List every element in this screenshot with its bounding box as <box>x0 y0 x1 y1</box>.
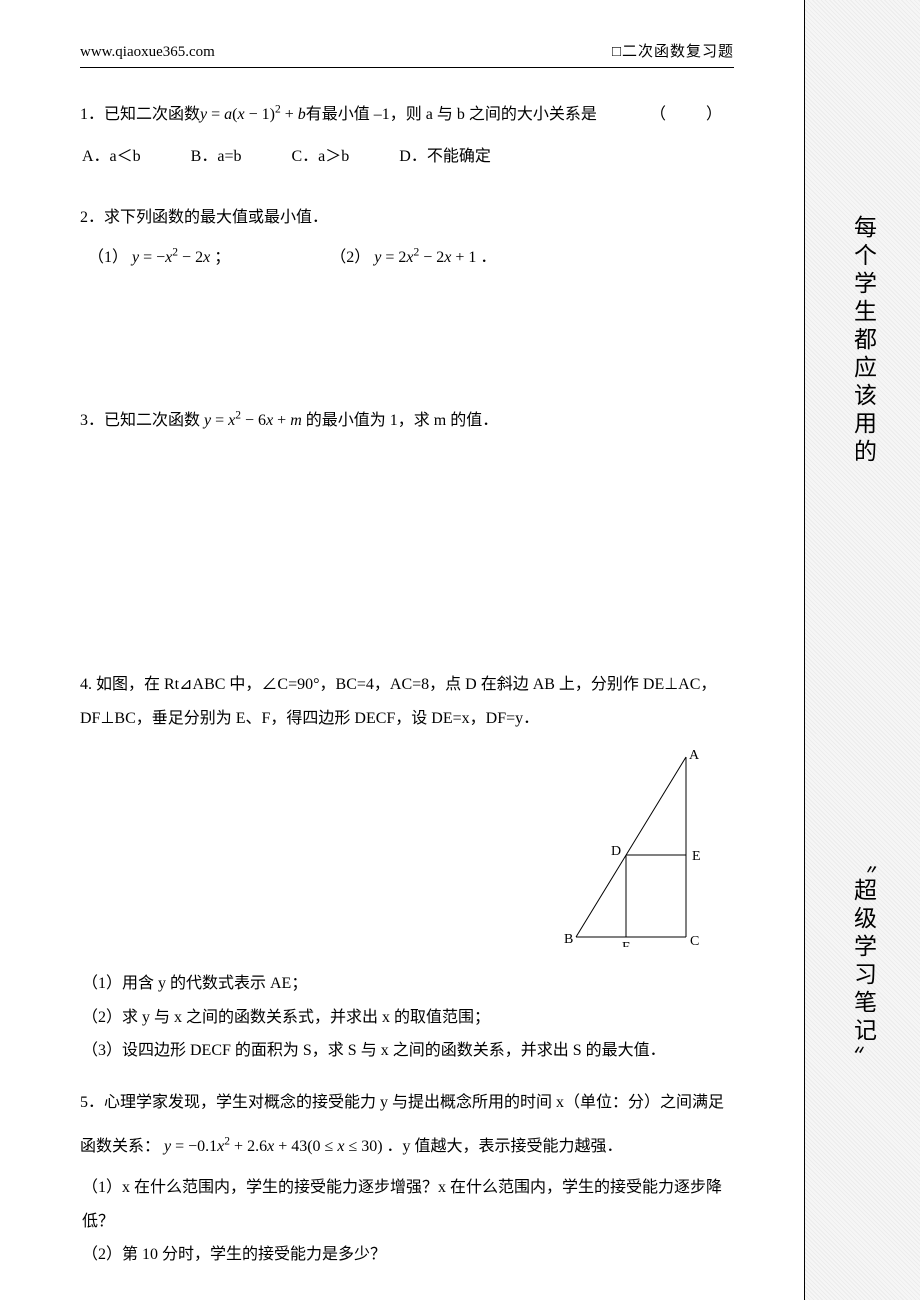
q5-sub1b: 低？ <box>80 1205 734 1239</box>
label-E: E <box>692 849 701 864</box>
question-4: 4. 如图，在 Rt⊿ABC 中，∠C=90°，BC=4，AC=8，点 D 在斜… <box>80 668 734 1068</box>
label-F: F <box>622 940 630 947</box>
q5-sub1a: （1）x 在什么范围内，学生的接受能力逐步增强？x 在什么范围内，学生的接受能力… <box>80 1171 734 1205</box>
sidebar: 每个学生都应该用的 〝超级学习笔记〞 <box>805 0 920 1300</box>
q1-formula: y = a(x − 1)2 + b <box>200 98 306 132</box>
q4-line1: 4. 如图，在 Rt⊿ABC 中，∠C=90°，BC=4，AC=8，点 D 在斜… <box>80 668 734 702</box>
q2-title: 2．求下列函数的最大值或最小值． <box>80 201 734 235</box>
q5-line2: 函数关系： y = −0.1x2 + 2.6x + 43(0 ≤ x ≤ 30)… <box>80 1130 734 1164</box>
question-3: 3．已知二次函数 y = x2 − 6x + m 的最小值为 1，求 m 的值． <box>80 404 734 438</box>
sidebar-text-top: 每个学生都应该用的 <box>846 215 880 467</box>
q4-sub2: （2）求 y 与 x 之间的函数关系式，并求出 x 的取值范围； <box>80 1001 734 1035</box>
content-area: 1．已知二次函数 y = a(x − 1)2 + b 有最小值 –1，则 a 与… <box>80 98 734 1272</box>
header-url: www.qiaoxue365.com <box>80 44 215 61</box>
header-title: □二次函数复习题 <box>612 40 734 61</box>
q5-line1: 5．心理学家发现，学生对概念的接受能力 y 与提出概念所用的时间 x（单位：分）… <box>80 1086 734 1120</box>
q3-formula: y = x2 − 6x + m <box>204 412 302 429</box>
q1-opt-d: D．不能确定 <box>399 140 491 174</box>
q2-part2: （2） y = 2x2 − 2x + 1 ． <box>330 241 496 275</box>
q4-sub1: （1）用含 y 的代数式表示 AE； <box>80 967 734 1001</box>
q3-suffix: 的最小值为 1，求 m 的值． <box>306 412 498 429</box>
q1-suffix: 有最小值 –1，则 a 与 b 之间的大小关系是 <box>306 98 597 132</box>
question-1: 1．已知二次函数 y = a(x − 1)2 + b 有最小值 –1，则 a 与… <box>80 98 734 173</box>
page-header: www.qiaoxue365.com □二次函数复习题 <box>80 40 734 68</box>
q5-formula: y = −0.1x2 + 2.6x + 43(0 ≤ x ≤ 30) <box>164 1138 383 1155</box>
q1-prefix: 1．已知二次函数 <box>80 98 200 132</box>
q3-prefix: 3．已知二次函数 <box>80 412 204 429</box>
q2-part1: （1） y = −x2 − 2x ； <box>88 241 230 275</box>
question-2: 2．求下列函数的最大值或最小值． （1） y = −x2 − 2x ； （2） … <box>80 201 734 274</box>
q1-opt-c: C．a＞b <box>291 140 349 174</box>
q4-line2: DF⊥BC，垂足分别为 E、F，得四边形 DECF，设 DE=x，DF=y． <box>80 702 734 736</box>
q4-sub3: （3）设四边形 DECF 的面积为 S，求 S 与 x 之间的函数关系，并求出 … <box>80 1034 734 1068</box>
q1-options: A．a＜b B．a=b C．a＞b D．不能确定 <box>80 140 734 174</box>
q1-opt-b: B．a=b <box>191 140 242 174</box>
sidebar-text-bottom: 〝超级学习笔记〞 <box>846 850 880 1074</box>
q1-opt-a: A．a＜b <box>82 140 141 174</box>
label-C: C <box>690 934 699 947</box>
q1-answer-paren: （ ） <box>650 98 734 132</box>
label-A: A <box>689 748 700 763</box>
question-5: 5．心理学家发现，学生对概念的接受能力 y 与提出概念所用的时间 x（单位：分）… <box>80 1086 734 1272</box>
q5-sub2: （2）第 10 分时，学生的接受能力是多少？ <box>80 1238 734 1272</box>
triangle-figure: A B C D E F <box>556 747 716 947</box>
label-B: B <box>564 932 573 947</box>
label-D: D <box>611 844 621 859</box>
